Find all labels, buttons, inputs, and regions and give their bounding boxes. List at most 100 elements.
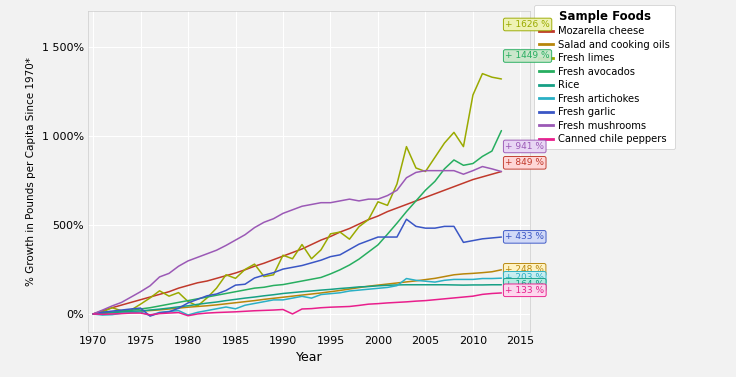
Rice: [431, 282, 439, 287]
Fresh artichokes: [222, 305, 230, 309]
Fresh avocados: [222, 291, 230, 296]
Fresh garlic: [402, 217, 411, 222]
Fresh mushrooms: [326, 201, 335, 205]
Rice: [174, 305, 183, 309]
Fresh avocados: [469, 161, 478, 166]
Canned chile peppers: [98, 312, 107, 317]
Mozarella cheese: [392, 206, 401, 210]
Mozarella cheese: [174, 286, 183, 290]
Fresh mushrooms: [478, 164, 486, 169]
Canned chile peppers: [411, 299, 420, 303]
X-axis label: Year: Year: [296, 351, 322, 365]
Fresh limes: [165, 294, 174, 299]
Fresh artichokes: [183, 313, 192, 317]
Fresh garlic: [487, 236, 496, 240]
Rice: [345, 285, 354, 290]
Salad and cooking oils: [478, 270, 486, 275]
Salad and cooking oils: [250, 298, 259, 303]
Rice: [193, 302, 202, 307]
Fresh limes: [231, 276, 240, 280]
Fresh limes: [288, 256, 297, 261]
Salad and cooking oils: [411, 279, 420, 283]
Fresh avocados: [88, 312, 97, 316]
Rice: [478, 283, 486, 287]
Fresh limes: [146, 296, 155, 300]
Fresh avocados: [165, 302, 174, 307]
Fresh mushrooms: [241, 233, 250, 237]
Rice: [279, 291, 288, 296]
Salad and cooking oils: [136, 309, 145, 313]
Salad and cooking oils: [374, 283, 383, 287]
Canned chile peppers: [212, 310, 221, 315]
Rice: [440, 282, 449, 287]
Fresh artichokes: [165, 309, 174, 314]
Line: Rice: Rice: [93, 285, 501, 314]
Salad and cooking oils: [107, 310, 116, 315]
Canned chile peppers: [478, 292, 486, 297]
Fresh mushrooms: [345, 197, 354, 201]
Line: Fresh garlic: Fresh garlic: [93, 219, 501, 316]
Rice: [469, 283, 478, 287]
Salad and cooking oils: [459, 272, 468, 276]
Rice: [250, 295, 259, 299]
Mozarella cheese: [316, 238, 325, 242]
Fresh mushrooms: [269, 216, 278, 221]
Fresh garlic: [279, 267, 288, 271]
Salad and cooking oils: [279, 295, 288, 299]
Fresh artichokes: [336, 291, 344, 295]
Salad and cooking oils: [297, 293, 306, 297]
Mozarella cheese: [431, 192, 439, 196]
Fresh avocados: [174, 300, 183, 305]
Salad and cooking oils: [307, 292, 316, 296]
Mozarella cheese: [117, 303, 126, 307]
Canned chile peppers: [127, 311, 135, 315]
Mozarella cheese: [107, 305, 116, 310]
Fresh garlic: [307, 261, 316, 265]
Fresh limes: [469, 93, 478, 97]
Salad and cooking oils: [269, 296, 278, 300]
Fresh avocados: [450, 158, 459, 162]
Fresh limes: [374, 199, 383, 204]
Text: + 433 %: + 433 %: [505, 232, 544, 241]
Fresh limes: [383, 203, 392, 208]
Canned chile peppers: [279, 307, 288, 312]
Fresh mushrooms: [212, 248, 221, 253]
Fresh limes: [127, 308, 135, 312]
Fresh garlic: [450, 224, 459, 228]
Fresh mushrooms: [497, 169, 506, 174]
Fresh mushrooms: [392, 188, 401, 193]
Canned chile peppers: [183, 314, 192, 318]
Fresh mushrooms: [402, 176, 411, 180]
Fresh limes: [136, 302, 145, 307]
Fresh artichokes: [402, 276, 411, 281]
Fresh artichokes: [307, 296, 316, 300]
Fresh limes: [174, 290, 183, 295]
Salad and cooking oils: [260, 297, 269, 302]
Salad and cooking oils: [431, 276, 439, 280]
Fresh avocados: [374, 243, 383, 247]
Salad and cooking oils: [392, 281, 401, 285]
Salad and cooking oils: [383, 282, 392, 286]
Canned chile peppers: [231, 310, 240, 314]
Fresh mushrooms: [279, 211, 288, 216]
Fresh mushrooms: [155, 275, 164, 279]
Fresh artichokes: [383, 285, 392, 290]
Mozarella cheese: [345, 226, 354, 231]
Fresh artichokes: [193, 310, 202, 315]
Fresh garlic: [364, 238, 373, 243]
Canned chile peppers: [487, 291, 496, 296]
Fresh garlic: [231, 283, 240, 287]
Fresh limes: [88, 312, 97, 316]
Canned chile peppers: [364, 302, 373, 307]
Mozarella cheese: [497, 169, 506, 174]
Mozarella cheese: [411, 199, 420, 203]
Fresh artichokes: [288, 296, 297, 300]
Salad and cooking oils: [222, 302, 230, 306]
Rice: [355, 285, 364, 289]
Canned chile peppers: [440, 297, 449, 301]
Fresh garlic: [88, 312, 97, 316]
Fresh artichokes: [212, 307, 221, 311]
Fresh avocados: [136, 307, 145, 311]
Rice: [297, 290, 306, 294]
Mozarella cheese: [146, 295, 155, 299]
